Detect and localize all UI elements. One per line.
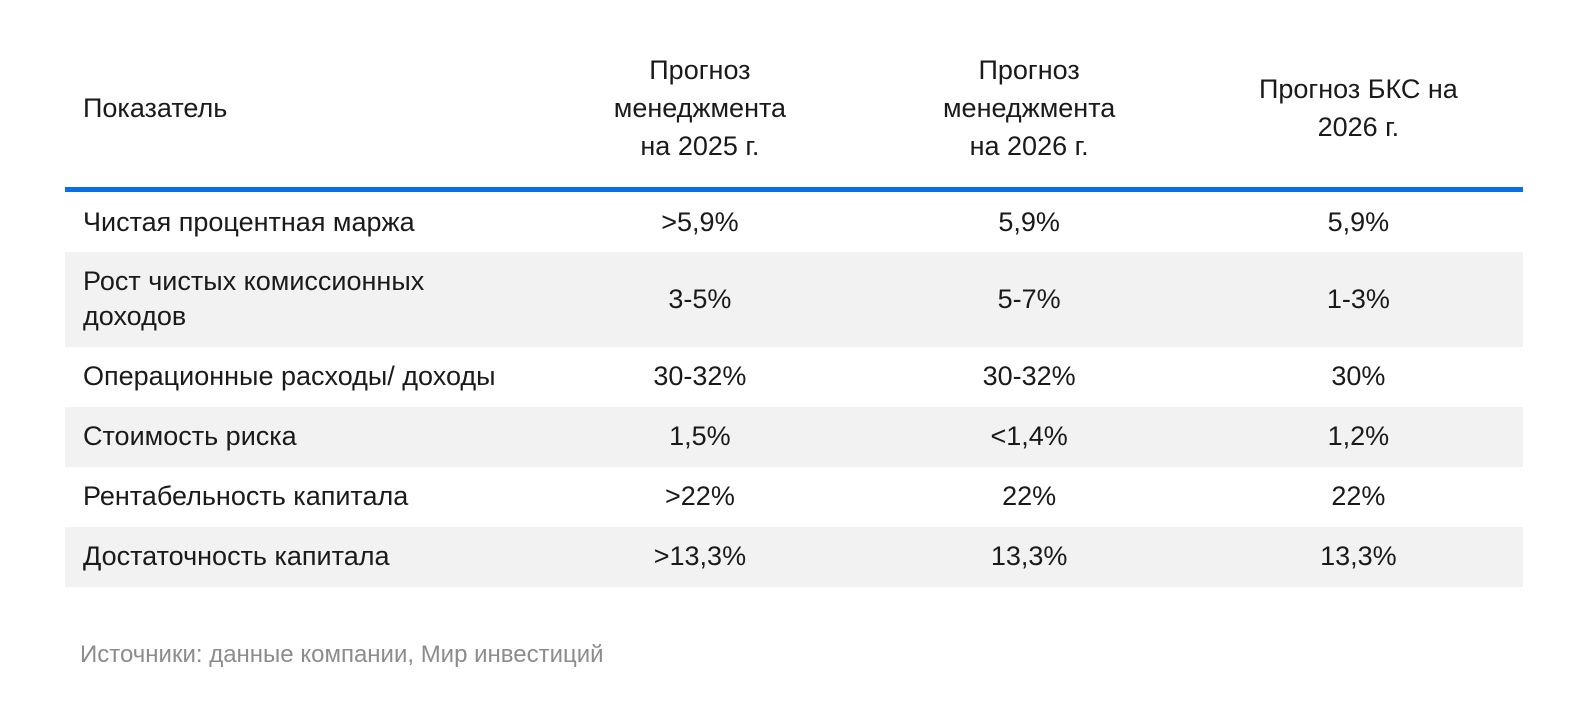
table-row: Чистая процентная маржа >5,9% 5,9% 5,9%	[65, 190, 1523, 253]
column-header-metric: Показатель	[65, 38, 536, 193]
table-header: Показатель Прогноз менеджмента на 2025 г…	[65, 38, 1523, 193]
metric-label: Стоимость риска	[83, 421, 297, 452]
column-header-label: Прогноз менеджмента на 2026 г.	[942, 55, 1116, 161]
value-bks-2026: 1-3%	[1326, 283, 1390, 314]
table-row: Операционные расходы/ доходы 30-32% 30-3…	[65, 347, 1523, 407]
value-mgmt-2026: <1,4%	[990, 421, 1068, 452]
value-mgmt-2026: 13,3%	[990, 541, 1068, 572]
column-header-mgmt-2025: Прогноз менеджмента на 2025 г.	[535, 38, 865, 193]
column-header-label: Прогноз БКС на 2026 г.	[1258, 73, 1458, 142]
table-row: Рентабельность капитала >22% 22% 22%	[65, 467, 1523, 527]
table-row: Рост чистых комиссионных доходов 3-5% 5-…	[65, 252, 1523, 347]
value-mgmt-2025: 3-5%	[668, 283, 732, 314]
value-mgmt-2025: >22%	[665, 481, 735, 512]
forecast-table-container: Показатель Прогноз менеджмента на 2025 г…	[65, 38, 1523, 587]
value-mgmt-2025: >5,9%	[661, 206, 739, 237]
column-header-label: Показатель	[83, 92, 228, 123]
column-header-bks-2026: Прогноз БКС на 2026 г.	[1193, 38, 1523, 193]
table-body: Чистая процентная маржа >5,9% 5,9% 5,9% …	[65, 190, 1523, 587]
column-header-mgmt-2026: Прогноз менеджмента на 2026 г.	[864, 38, 1194, 193]
table-row: Стоимость риска 1,5% <1,4% 1,2%	[65, 406, 1523, 467]
source-note: Источники: данные компании, Мир инвестиц…	[80, 641, 604, 668]
metric-label: Операционные расходы/ доходы	[83, 361, 496, 392]
table-row: Достаточность капитала >13,3% 13,3% 13,3…	[65, 526, 1523, 587]
value-bks-2026: 30%	[1331, 361, 1386, 392]
column-header-label: Прогноз менеджмента на 2025 г.	[613, 55, 787, 161]
metric-label: Рентабельность капитала	[83, 481, 409, 512]
value-mgmt-2026: 22%	[1002, 481, 1057, 512]
forecast-table: Показатель Прогноз менеджмента на 2025 г…	[65, 38, 1523, 587]
header-row: Показатель Прогноз менеджмента на 2025 г…	[65, 38, 1523, 193]
metric-label: Рост чистых комиссионных доходов	[83, 266, 425, 332]
metric-label: Достаточность капитала	[83, 541, 390, 572]
value-bks-2026: 22%	[1331, 481, 1386, 512]
metric-label: Чистая процентная маржа	[83, 206, 415, 237]
value-mgmt-2026: 5-7%	[997, 283, 1061, 314]
value-bks-2026: 1,2%	[1327, 421, 1390, 452]
value-mgmt-2026: 5,9%	[998, 206, 1060, 237]
value-mgmt-2025: >13,3%	[653, 541, 747, 572]
value-mgmt-2026: 30-32%	[982, 361, 1076, 392]
value-bks-2026: 13,3%	[1320, 541, 1397, 572]
value-bks-2026: 5,9%	[1327, 206, 1390, 237]
value-mgmt-2025: 30-32%	[653, 361, 747, 392]
value-mgmt-2025: 1,5%	[669, 421, 731, 452]
